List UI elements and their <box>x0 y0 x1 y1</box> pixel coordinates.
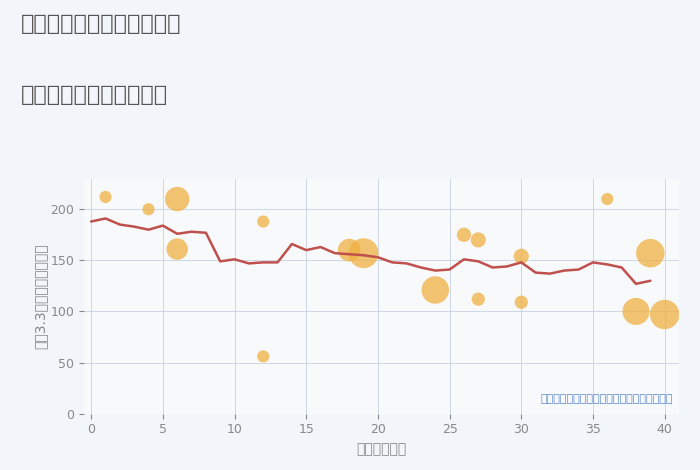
Text: 円の大きさは、取引のあった物件面積を示す: 円の大きさは、取引のあった物件面積を示す <box>540 394 673 404</box>
Text: 大阪府大阪市浪速区幸町の: 大阪府大阪市浪速区幸町の <box>21 14 181 34</box>
Point <box>473 296 484 303</box>
Point <box>645 250 656 257</box>
Point <box>100 193 111 201</box>
Point <box>659 311 671 318</box>
Point <box>358 250 369 257</box>
Text: 築年数別中古戸建て価格: 築年数別中古戸建て価格 <box>21 85 168 105</box>
Point <box>473 236 484 243</box>
Point <box>258 218 269 225</box>
Point <box>631 308 642 315</box>
Point <box>516 252 527 260</box>
X-axis label: 築年数（年）: 築年数（年） <box>356 442 407 456</box>
Point <box>430 286 441 294</box>
Y-axis label: 坪（3.3㎡）単価（万円）: 坪（3.3㎡）単価（万円） <box>34 243 48 349</box>
Point <box>516 298 527 306</box>
Point <box>258 352 269 360</box>
Point <box>143 205 154 213</box>
Point <box>458 231 470 239</box>
Point <box>172 195 183 203</box>
Point <box>172 245 183 253</box>
Point <box>602 195 613 203</box>
Point <box>344 246 355 254</box>
